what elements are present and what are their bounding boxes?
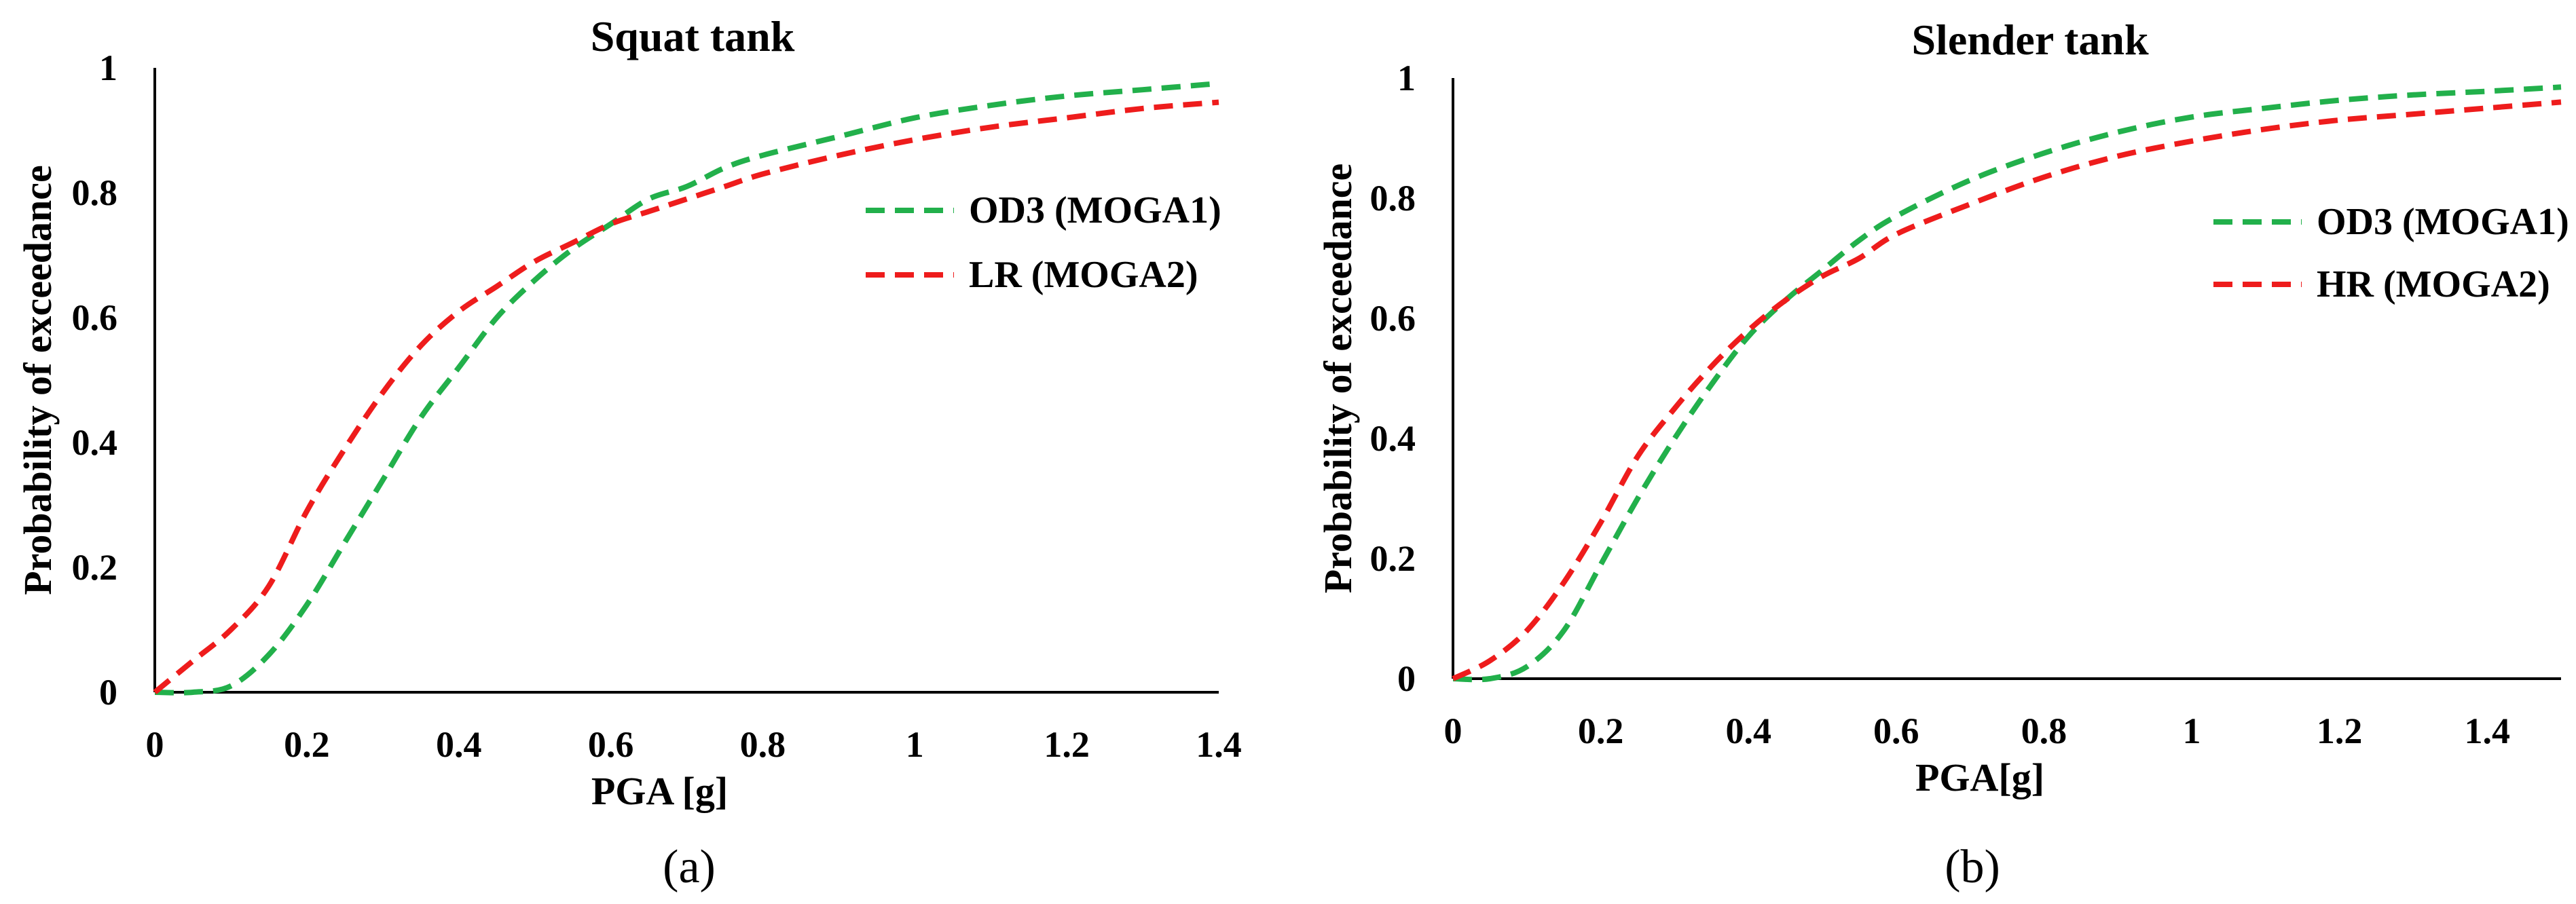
x-tick-label: 0.4 bbox=[436, 724, 482, 765]
series-line-red bbox=[1452, 99, 2562, 681]
x-tick-label: 0.4 bbox=[1725, 711, 1771, 751]
y-axis-label: Probability of exceedance bbox=[1316, 164, 1360, 594]
legend-label: LR (MOGA2) bbox=[969, 254, 1198, 296]
panel-b: Slender tank 0 0.2 0.4 0.6 0.8 1 0 0.2 0.4 0.6 0.8 1… bbox=[1316, 16, 2569, 893]
x-tick-label: 1.4 bbox=[1196, 724, 1242, 765]
x-tick-label: 0.6 bbox=[588, 724, 634, 765]
x-tick-label: 1 bbox=[2183, 711, 2201, 751]
y-tick-label: 0 bbox=[1397, 658, 1416, 699]
y-tick-label: 1 bbox=[99, 48, 117, 88]
y-axis-label: Probability of exceedance bbox=[16, 165, 60, 595]
series-line-green bbox=[1452, 84, 2562, 683]
legend-label: OD3 (MOGA1) bbox=[2317, 201, 2569, 243]
y-tick-label: 0.4 bbox=[1370, 418, 1416, 459]
x-tick-label: 0.2 bbox=[1578, 711, 1624, 751]
y-tick-label: 0.8 bbox=[72, 172, 118, 213]
panel-a: Squat tank 0 0.2 0.4 0.6 0.8 1 0 0.2 0.4 0.6 0.8 1 1.… bbox=[16, 12, 1242, 893]
x-tick-label: 1 bbox=[906, 724, 924, 765]
y-tick-label: 0.4 bbox=[72, 422, 118, 463]
x-tick-label: 0.8 bbox=[740, 724, 786, 765]
panel-label: (a) bbox=[663, 841, 716, 893]
series-line-red bbox=[153, 99, 1219, 695]
legend-label: OD3 (MOGA1) bbox=[969, 189, 1221, 231]
x-tick-label: 1.4 bbox=[2464, 711, 2510, 751]
x-tick-label: 0.6 bbox=[1873, 711, 1919, 751]
y-tick-label: 0 bbox=[99, 672, 117, 713]
legend-label: HR (MOGA2) bbox=[2317, 263, 2550, 305]
x-tick-label: 0.2 bbox=[284, 724, 330, 765]
x-tick-label: 0 bbox=[1444, 711, 1462, 751]
x-tick-label: 0 bbox=[146, 724, 164, 765]
x-tick-label: 1.2 bbox=[1044, 724, 1090, 765]
chart-title: Slender tank bbox=[1911, 16, 2149, 64]
x-tick-label: 0.8 bbox=[2021, 711, 2067, 751]
y-tick-label: 0.2 bbox=[72, 547, 118, 588]
y-tick-label: 0.2 bbox=[1370, 538, 1416, 579]
y-tick-label: 0.8 bbox=[1370, 178, 1416, 219]
chart-title: Squat tank bbox=[591, 12, 795, 60]
x-tick-label: 1.2 bbox=[2317, 711, 2363, 751]
series-line-green bbox=[154, 81, 1219, 696]
x-axis-label: PGA [g] bbox=[591, 769, 728, 813]
x-axis-label: PGA[g] bbox=[1915, 755, 2044, 799]
panel-label: (b) bbox=[1945, 841, 2000, 893]
y-tick-label: 0.6 bbox=[1370, 298, 1416, 339]
y-tick-label: 0.6 bbox=[72, 297, 118, 338]
y-tick-label: 1 bbox=[1397, 58, 1416, 98]
